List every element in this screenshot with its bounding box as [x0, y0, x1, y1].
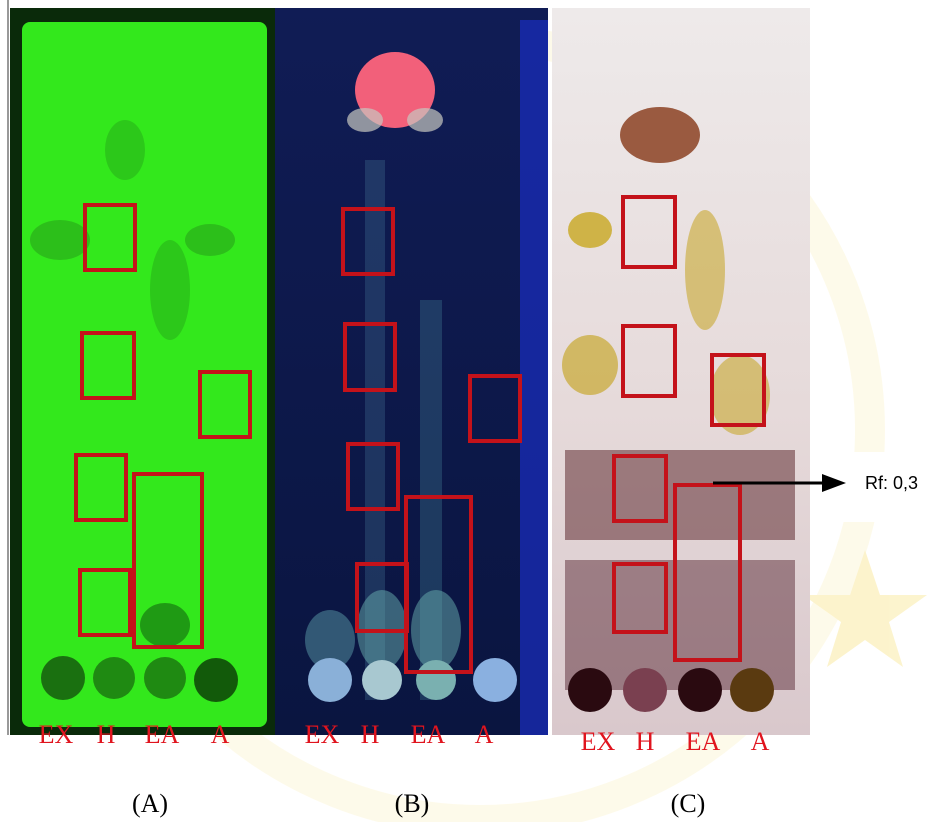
lane-label: EA: [686, 727, 721, 756]
plate-b: EX H EA A: [275, 8, 548, 749]
lane-label: A: [211, 720, 230, 749]
figure: EX H EA A EX H EA A: [0, 0, 951, 822]
annotation: Rf: 0,3: [865, 473, 918, 493]
lane-label: H: [97, 720, 116, 749]
lane-label: EX: [39, 720, 74, 749]
lane-label: A: [751, 727, 770, 756]
caption: (B): [395, 789, 430, 818]
lane-label: A: [475, 720, 494, 749]
caption: (A): [132, 789, 168, 818]
lane-label: EX: [581, 727, 616, 756]
lane-label: H: [636, 727, 655, 756]
lane-label: H: [361, 720, 380, 749]
plate-c: EX H EA A: [552, 8, 810, 756]
lane-label: EA: [145, 720, 180, 749]
page: EX H EA A EX H EA A: [0, 0, 951, 822]
plate-a: EX H EA A: [10, 8, 275, 749]
caption: (C): [671, 789, 706, 818]
lane-label: EA: [411, 720, 446, 749]
lane-label: EX: [305, 720, 340, 749]
